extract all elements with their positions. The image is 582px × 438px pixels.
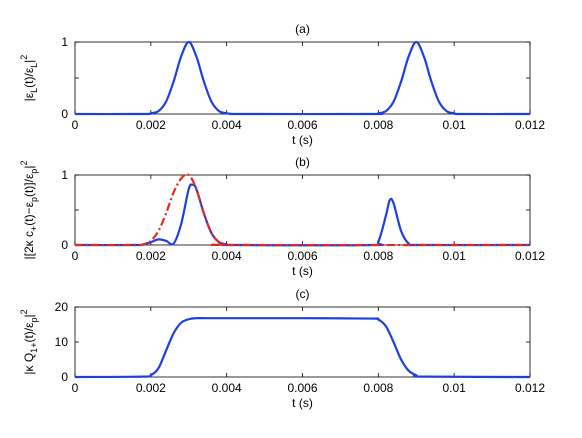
x-tick-label: 0 <box>72 118 79 132</box>
y-tick-label: 1 <box>61 168 68 182</box>
x-tick-label: 0.002 <box>136 249 166 263</box>
x-axis-label: t (s) <box>292 264 313 278</box>
y-tick-label: 0 <box>61 107 68 121</box>
plot-frame <box>74 41 531 115</box>
series-line-1 <box>74 40 531 116</box>
x-tick-label: 0.01 <box>442 249 466 263</box>
x-tick-label: 0 <box>72 249 79 263</box>
panel-title: (c) <box>296 287 310 301</box>
x-tick-label: 0.004 <box>212 381 242 395</box>
y-tick-label: 20 <box>55 300 69 314</box>
y-tick-label: 0 <box>61 370 68 384</box>
y-axis-label: |κ Q1+(t)/εp|2 <box>19 309 39 374</box>
x-tick-label: 0.006 <box>287 118 317 132</box>
panel-1: (a) 0 0.002 0.004 0.006 0.008 0.01 0.012 0 1 t (s)… <box>19 22 545 147</box>
x-tick-label: 0.006 <box>287 249 317 263</box>
panel-title: (a) <box>295 22 310 36</box>
x-tick-label: 0.01 <box>442 381 466 395</box>
x-tick-label: 0 <box>72 381 79 395</box>
y-axis-label: |εL(t)/εL|2 <box>19 55 39 102</box>
panel-3: (c) 0 0.002 0.004 0.006 0.008 0.01 0.012 0 10 20 t … <box>19 287 545 410</box>
x-tick-label: 0.002 <box>136 381 166 395</box>
panel-2: (b) 0 0.002 0.004 0.006 0.008 0.01 0.012 0 1 t (s)… <box>19 155 545 278</box>
x-tick-label: 0.01 <box>442 118 466 132</box>
y-tick-label: 0 <box>61 238 68 252</box>
plot-frame <box>74 174 531 246</box>
x-tick-label: 0.004 <box>212 118 242 132</box>
panel-title: (b) <box>295 155 310 169</box>
series-line-2 <box>74 173 531 247</box>
x-tick-label: 0.012 <box>515 118 545 132</box>
x-tick-label: 0.004 <box>212 249 242 263</box>
series-line-1 <box>74 317 531 379</box>
x-tick-label: 0.008 <box>363 381 393 395</box>
y-tick-label: 10 <box>55 335 69 349</box>
x-tick-label: 0.012 <box>515 249 545 263</box>
x-axis-label: t (s) <box>292 133 313 147</box>
y-tick-label: 1 <box>61 35 68 49</box>
x-tick-label: 0.006 <box>287 381 317 395</box>
x-tick-label: 0.002 <box>136 118 166 132</box>
x-axis-label: t (s) <box>292 396 313 410</box>
x-tick-label: 0.008 <box>363 118 393 132</box>
series-line-1 <box>74 183 531 247</box>
x-tick-label: 0.008 <box>363 249 393 263</box>
y-axis-label: |[2κ c+(t)−εp(t)]/εp|2 <box>19 161 39 260</box>
x-tick-label: 0.012 <box>515 381 545 395</box>
